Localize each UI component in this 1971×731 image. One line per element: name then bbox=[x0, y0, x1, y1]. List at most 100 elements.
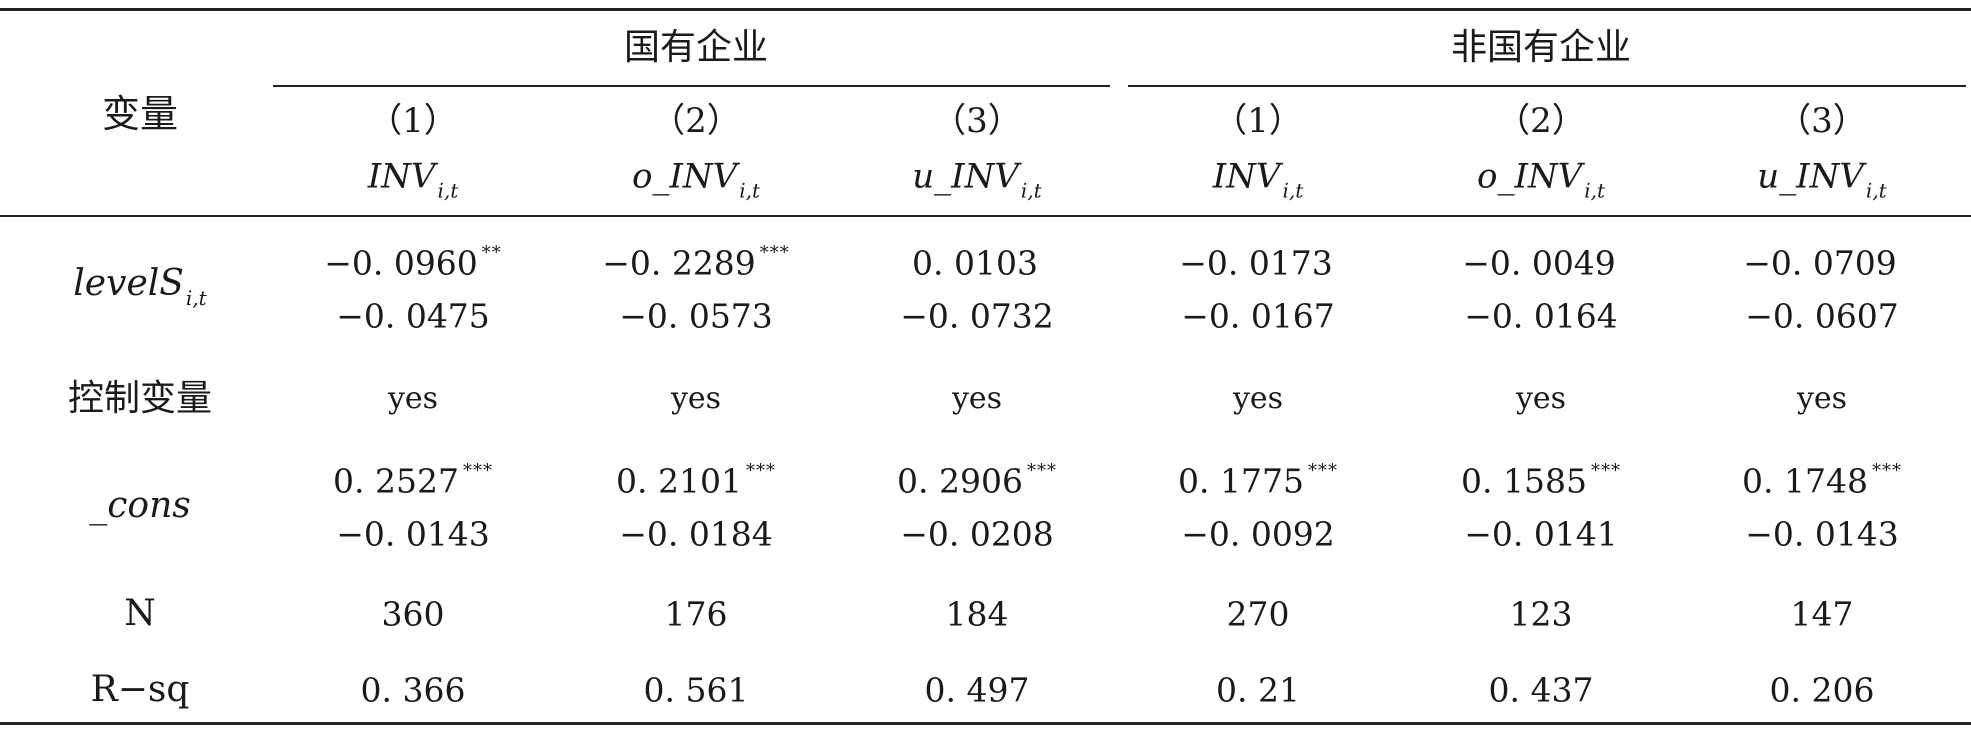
dependent-variable: INV i,t bbox=[1213, 160, 1304, 201]
rsq-cell: 0. 561 bbox=[643, 670, 749, 710]
dependent-variable-name: o_INV bbox=[631, 156, 738, 197]
controls-cell: yes bbox=[670, 381, 722, 416]
significance-stars: *** bbox=[1307, 460, 1338, 482]
dependent-variable-name: u_INV bbox=[912, 156, 1019, 197]
coefficient-cell: 0. 2101 *** bbox=[616, 460, 776, 501]
coefficient-value: −0. 0049 bbox=[1462, 243, 1616, 283]
row-label-rsq: R−sq bbox=[90, 669, 190, 710]
row-label-subscript: i,t bbox=[185, 286, 207, 310]
dependent-variable-subscript: i,t bbox=[1865, 178, 1887, 203]
rsq-cell: 0. 21 bbox=[1216, 670, 1300, 710]
controls-cell: yes bbox=[1515, 381, 1567, 416]
row-label-cons: _cons bbox=[89, 485, 191, 526]
coefficient-cell: 0. 2527 *** bbox=[333, 460, 493, 501]
coefficient-value: −0. 0709 bbox=[1743, 243, 1897, 283]
top-rule bbox=[0, 8, 1971, 11]
non-soe-group-underline bbox=[1128, 85, 1966, 87]
coefficient-cell: −0. 0049 bbox=[1462, 245, 1620, 280]
n-cell: 176 bbox=[664, 594, 728, 634]
std-error-cell: −0. 0475 bbox=[336, 296, 490, 336]
row-label-levels: levelS i,t bbox=[73, 263, 207, 310]
n-cell: 147 bbox=[1790, 594, 1854, 634]
dependent-variable-name: u_INV bbox=[1757, 156, 1864, 197]
coefficient-cell: −0. 0173 bbox=[1179, 245, 1337, 280]
significance-stars: *** bbox=[1026, 460, 1057, 482]
controls-cell: yes bbox=[387, 381, 439, 416]
dependent-variable: u_INV i,t bbox=[912, 160, 1041, 201]
std-error-cell: −0. 0141 bbox=[1464, 514, 1618, 554]
dependent-variable: INV i,t bbox=[368, 160, 459, 201]
coefficient-value: 0. 2906 bbox=[897, 461, 1023, 501]
column-number: （2） bbox=[651, 101, 741, 141]
n-cell: 184 bbox=[945, 594, 1009, 634]
row-label-name: levelS bbox=[73, 263, 184, 304]
significance-stars: *** bbox=[1871, 460, 1902, 482]
bottom-rule bbox=[0, 722, 1971, 725]
std-error-cell: −0. 0208 bbox=[900, 514, 1054, 554]
column-number: （1） bbox=[368, 101, 458, 141]
variable-header: 变量 bbox=[101, 92, 179, 136]
column-number: （1） bbox=[1213, 101, 1303, 141]
std-error-cell: −0. 0092 bbox=[1181, 514, 1335, 554]
dependent-variable-name: INV bbox=[1212, 156, 1281, 197]
column-number: （3） bbox=[932, 101, 1022, 141]
column-number: （2） bbox=[1496, 101, 1586, 141]
rsq-cell: 0. 437 bbox=[1488, 670, 1594, 710]
rsq-cell: 0. 497 bbox=[924, 670, 1030, 710]
rsq-cell: 0. 366 bbox=[360, 670, 466, 710]
dependent-variable: u_INV i,t bbox=[1757, 160, 1886, 201]
dependent-variable-subscript: i,t bbox=[1020, 178, 1042, 203]
significance-stars: *** bbox=[1590, 460, 1621, 482]
dependent-variable-subscript: i,t bbox=[1282, 178, 1304, 203]
dependent-variable-name: o_INV bbox=[1476, 156, 1583, 197]
coefficient-cell: 0. 2906 *** bbox=[897, 460, 1057, 501]
row-label-n: N bbox=[124, 593, 156, 634]
coefficient-value: −0. 2289 bbox=[602, 243, 756, 283]
coefficient-value: 0. 2527 bbox=[333, 461, 459, 501]
coefficient-value: 0. 2101 bbox=[616, 461, 742, 501]
dependent-variable-subscript: i,t bbox=[1584, 178, 1606, 203]
significance-stars: *** bbox=[462, 460, 493, 482]
dependent-variable-subscript: i,t bbox=[739, 178, 761, 203]
group-header-non-soe: 非国有企业 bbox=[1450, 27, 1632, 68]
row-label-controls: 控制变量 bbox=[67, 378, 213, 419]
significance-stars: *** bbox=[745, 460, 776, 482]
coefficient-cell: 0. 1775 *** bbox=[1178, 460, 1338, 501]
std-error-cell: −0. 0164 bbox=[1464, 296, 1618, 336]
coefficient-value: −0. 0173 bbox=[1179, 243, 1333, 283]
dependent-variable: o_INV i,t bbox=[632, 160, 760, 201]
coefficient-cell: 0. 1748 *** bbox=[1742, 460, 1902, 501]
significance-stars: ** bbox=[481, 242, 502, 264]
coefficient-value: 0. 0103 bbox=[912, 243, 1038, 283]
n-cell: 270 bbox=[1226, 594, 1290, 634]
coefficient-value: 0. 1585 bbox=[1461, 461, 1587, 501]
controls-cell: yes bbox=[1232, 381, 1284, 416]
coefficient-value: −0. 0960 bbox=[324, 243, 478, 283]
n-cell: 123 bbox=[1509, 594, 1573, 634]
std-error-cell: −0. 0143 bbox=[336, 514, 490, 554]
column-number: （3） bbox=[1777, 101, 1867, 141]
coefficient-value: 0. 1748 bbox=[1742, 461, 1868, 501]
header-bottom-rule bbox=[0, 215, 1971, 217]
coefficient-cell: 0. 0103 bbox=[912, 245, 1042, 280]
coefficient-value: 0. 1775 bbox=[1178, 461, 1304, 501]
coefficient-cell: −0. 0960 ** bbox=[324, 242, 502, 283]
significance-stars: *** bbox=[759, 242, 790, 264]
controls-cell: yes bbox=[951, 381, 1003, 416]
std-error-cell: −0. 0167 bbox=[1181, 296, 1335, 336]
std-error-cell: −0. 0573 bbox=[619, 296, 773, 336]
coefficient-cell: 0. 1585 *** bbox=[1461, 460, 1621, 501]
std-error-cell: −0. 0732 bbox=[900, 296, 1054, 336]
std-error-cell: −0. 0184 bbox=[619, 514, 773, 554]
controls-cell: yes bbox=[1796, 381, 1848, 416]
soe-group-underline bbox=[273, 85, 1110, 87]
coefficient-cell: −0. 0709 bbox=[1743, 245, 1901, 280]
n-cell: 360 bbox=[381, 594, 445, 634]
rsq-cell: 0. 206 bbox=[1769, 670, 1875, 710]
coefficient-cell: −0. 2289 *** bbox=[602, 242, 790, 283]
dependent-variable: o_INV i,t bbox=[1477, 160, 1605, 201]
std-error-cell: −0. 0607 bbox=[1745, 296, 1899, 336]
dependent-variable-name: INV bbox=[367, 156, 436, 197]
group-header-soe: 国有企业 bbox=[623, 27, 769, 68]
std-error-cell: −0. 0143 bbox=[1745, 514, 1899, 554]
